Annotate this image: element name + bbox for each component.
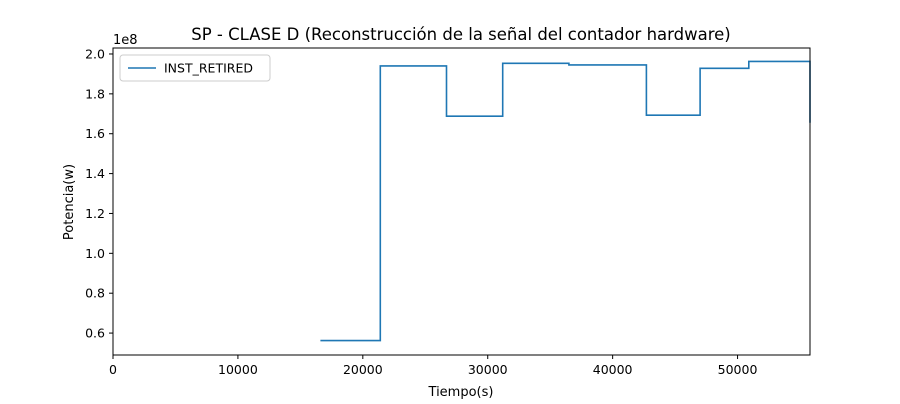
axes-frame	[112, 47, 811, 356]
plot-area	[320, 60, 811, 342]
x-tick-label: 50000	[718, 362, 758, 377]
y-tick-label: 1.0	[85, 246, 105, 261]
x-tick-label: 0	[109, 362, 117, 377]
axes: 0 10000 20000 30000 40000 50000 0.6 0.8 1.0 1.2 1.…	[85, 46, 811, 377]
x-tick-label: 40000	[593, 362, 633, 377]
y-axis-label: Potencia(w)	[62, 164, 77, 240]
x-tick-label: 10000	[218, 362, 258, 377]
x-tick-label: 20000	[343, 362, 383, 377]
y-tick-label: 1.4	[85, 166, 105, 181]
x-tick-label: 30000	[468, 362, 508, 377]
y-tick-label: 1.6	[85, 126, 105, 141]
y-tick-label: 1.8	[85, 86, 105, 101]
y-tick-label: 0.8	[85, 286, 105, 301]
chart-title: SP - CLASE D (Reconstrucción de la señal…	[191, 25, 730, 44]
legend: INST_RETIRED	[119, 54, 271, 82]
y-tick-label: 0.6	[85, 326, 105, 341]
legend-label: INST_RETIRED	[164, 61, 253, 76]
y-tick-label: 1.2	[85, 206, 105, 221]
y-offset-text: 1e8	[113, 33, 138, 48]
x-axis-label: Tiempo(s)	[428, 385, 494, 400]
y-tick-label: 2.0	[85, 46, 105, 61]
legend-box	[119, 54, 271, 82]
series-line-inst-retired	[320, 60, 811, 342]
